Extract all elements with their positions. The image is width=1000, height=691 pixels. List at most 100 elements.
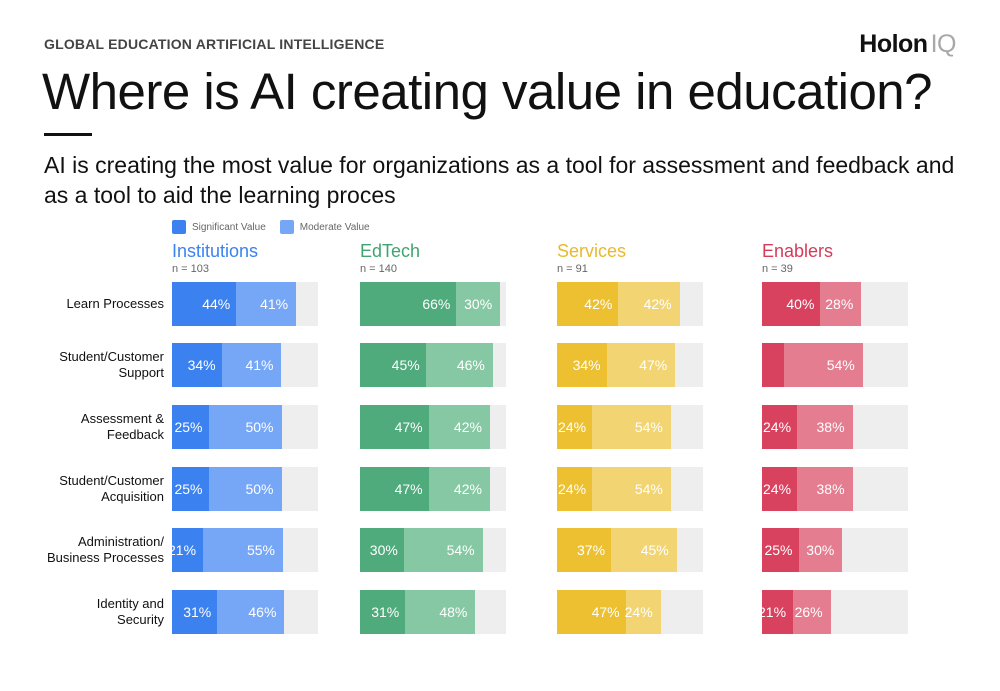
bar-label-moderate: 50% <box>245 481 274 497</box>
row-label-text: Identity and Security <box>97 596 164 628</box>
row-label-line: Assessment & <box>80 411 164 426</box>
bar-track: 66% 30% <box>360 282 506 326</box>
bar-moderate <box>217 590 285 634</box>
row-label-line: Administration/ <box>78 534 164 549</box>
bar-label-significant: 25% <box>174 481 203 497</box>
row-label-line: Business Processes <box>46 550 164 565</box>
logo-accent: IQ <box>930 30 957 58</box>
bar-label-moderate: 41% <box>245 357 274 373</box>
bar-significant <box>360 282 457 326</box>
bar-significant <box>172 590 218 634</box>
bar-track: 37% 45% <box>557 528 703 572</box>
bar-significant <box>172 467 209 511</box>
bar-label-significant: 24% <box>558 481 587 497</box>
bar-track: 47% 42% <box>360 467 506 511</box>
bar-significant <box>360 467 429 511</box>
bar-significant <box>557 405 593 449</box>
bar-label-moderate: 54% <box>634 419 663 435</box>
bar-label-moderate: 30% <box>464 296 493 312</box>
legend-label-moderate: Moderate Value <box>299 221 370 233</box>
row-label-text: Student/Customer Acquisition <box>59 473 164 505</box>
bar-label-moderate: 47% <box>639 357 668 373</box>
bar-label-moderate: 42% <box>453 481 482 497</box>
bar-track: 54% <box>762 343 908 387</box>
bar-label-moderate: 54% <box>634 481 663 497</box>
bar-moderate <box>236 282 297 326</box>
bar-label-significant: 21% <box>172 542 197 558</box>
bar-moderate <box>783 343 863 387</box>
bar-moderate <box>792 590 831 634</box>
bar-significant <box>762 343 784 387</box>
row-label-1: Student/Customer Support <box>20 343 164 387</box>
bar-moderate <box>798 528 843 572</box>
bar-label-moderate: 54% <box>826 357 855 373</box>
bar-label-significant: 25% <box>764 542 793 558</box>
bar-moderate <box>456 282 501 326</box>
group-header-edtech: EdTech n = 140 <box>360 240 420 275</box>
bar-track: 24% 38% <box>762 405 908 449</box>
group-sample-size: n = 39 <box>762 263 793 275</box>
bar-moderate <box>405 590 476 634</box>
bar-significant <box>172 282 237 326</box>
bar-track: 31% 48% <box>360 590 506 634</box>
bar-label-significant: 47% <box>591 604 620 620</box>
bar-moderate <box>606 343 676 387</box>
bar-moderate <box>618 282 680 326</box>
bar-track: 25% 30% <box>762 528 908 572</box>
legend-item-significant: Significant Value <box>172 220 266 234</box>
bar-significant <box>172 343 222 387</box>
row-label-text: Administration/Business Processes <box>47 534 164 566</box>
bar-label-moderate: 41% <box>260 296 289 312</box>
bar-significant <box>360 590 406 634</box>
bar-label-significant: 30% <box>369 542 398 558</box>
bar-label-moderate: 46% <box>248 604 277 620</box>
bar-track: 34% 47% <box>557 343 703 387</box>
bar-label-significant: 47% <box>394 419 423 435</box>
bar-track: 47% 24% <box>557 590 703 634</box>
bar-track: 30% 54% <box>360 528 506 572</box>
bar-significant <box>557 282 619 326</box>
row-label-line: Acquisition <box>101 489 164 504</box>
bar-moderate <box>208 467 282 511</box>
row-label-text: Assessment & Feedback <box>81 411 164 443</box>
bar-label-moderate: 24% <box>624 604 653 620</box>
row-label-line: Security <box>117 612 164 627</box>
bar-moderate <box>428 467 490 511</box>
group-header-services: Services n = 91 <box>557 240 626 275</box>
bar-label-significant: 66% <box>422 296 451 312</box>
bar-moderate <box>208 405 282 449</box>
chart-legend: Significant Value Moderate Value <box>172 220 370 234</box>
row-label-3: Student/Customer Acquisition <box>20 467 164 511</box>
bar-track: 40% 28% <box>762 282 908 326</box>
bar-moderate <box>611 528 677 572</box>
bar-label-significant: 31% <box>183 604 212 620</box>
row-label-4: Administration/Business Processes <box>20 528 164 572</box>
row-label-text: Learn Processes <box>66 296 164 312</box>
bar-label-significant: 45% <box>391 357 420 373</box>
bar-track: 47% 42% <box>360 405 506 449</box>
group-header-institutions: Institutions n = 103 <box>172 240 258 275</box>
bar-track: 24% 54% <box>557 467 703 511</box>
bar-moderate <box>592 467 671 511</box>
bar-moderate <box>797 467 853 511</box>
bar-label-moderate: 42% <box>453 419 482 435</box>
row-label-0: Learn Processes <box>20 282 164 326</box>
bar-label-moderate: 54% <box>446 542 475 558</box>
bar-track: 42% 42% <box>557 282 703 326</box>
bar-significant <box>557 590 626 634</box>
bar-significant <box>360 405 429 449</box>
bar-label-significant: 40% <box>786 296 815 312</box>
bar-significant <box>762 528 799 572</box>
bar-significant <box>557 528 612 572</box>
page-title: Where is AI creating value in education? <box>42 63 933 120</box>
bar-label-significant: 24% <box>763 481 792 497</box>
bar-moderate <box>221 343 282 387</box>
group-title: Services <box>557 241 627 261</box>
group-title: Enablers <box>762 241 834 261</box>
row-label-line: Support <box>118 365 164 380</box>
group-sample-size: n = 103 <box>172 263 210 275</box>
bar-label-significant: 44% <box>202 296 231 312</box>
bar-label-moderate: 48% <box>439 604 468 620</box>
bar-moderate <box>428 405 490 449</box>
bar-significant <box>762 282 821 326</box>
